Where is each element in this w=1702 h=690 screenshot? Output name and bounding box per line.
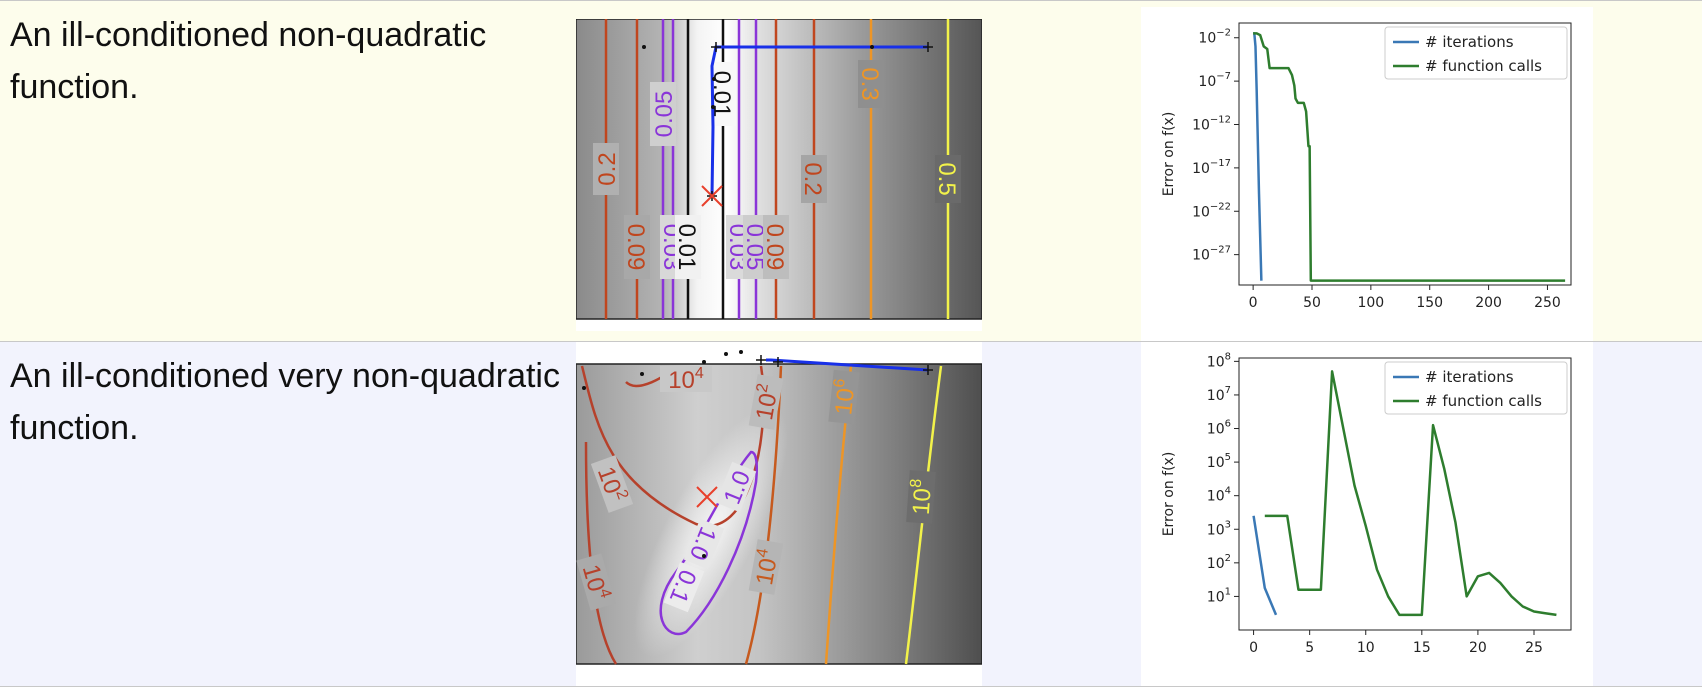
x-tick-label: 10: [1357, 640, 1375, 656]
error-plot: 0 50 100 150 200 250 10−2 10−7 10−12 10−17 10−22 10…: [1141, 7, 1593, 341]
contour-label: 108: [906, 478, 937, 516]
x-tick-label: 20: [1469, 640, 1487, 656]
x-tick-label: 200: [1475, 295, 1502, 311]
y-tick-label: 10−27: [1192, 245, 1231, 264]
contour-label: 0.01: [673, 224, 700, 271]
legend-label: # function calls: [1425, 57, 1542, 75]
y-tick-label: 10−7: [1198, 71, 1231, 90]
contour-line-10^8: [904, 365, 943, 665]
contour-label: 104: [749, 547, 784, 587]
minimum-marker: [696, 486, 718, 508]
x-tick-label: 50: [1303, 295, 1321, 311]
error-plot-svg: 0 50 100 150 200 250 10−2 10−7 10−12 10−17 10−22 10…: [1161, 22, 1572, 311]
contour-line-10^2: [580, 365, 765, 528]
y-tick-label: 101: [1207, 586, 1231, 605]
optimizer-path: [766, 358, 929, 372]
contour-line-10^4-right: [744, 365, 783, 665]
y-tick-label: 103: [1207, 519, 1231, 538]
y-tick-label: 104: [1207, 486, 1231, 505]
y-tick-label: 10−12: [1192, 115, 1231, 134]
y-tick-label: 105: [1207, 452, 1231, 471]
x-tick-label: 25: [1525, 640, 1543, 656]
contour-label: 0.3: [856, 67, 883, 100]
evaluation-points: [582, 350, 743, 558]
x-tick-label: 5: [1305, 640, 1314, 656]
y-tick-label: 106: [1207, 419, 1231, 438]
contour-plot: 0.2 0.05 0.01 0.3 0.2 0.5 0.09 0.03 0.01…: [576, 19, 982, 331]
contour-label: 102: [749, 382, 784, 422]
error-plot-svg: 0 5 10 15 20 25 108 107 106 105 104 103 102 101 Error …: [1161, 351, 1572, 656]
contour-label: 0.2: [594, 152, 621, 185]
row-caption: An ill-conditioned very non-quadratic fu…: [10, 357, 560, 447]
x-tick-label: 250: [1534, 295, 1561, 311]
x-tick-label: 100: [1357, 295, 1384, 311]
x-tick-label: 0: [1249, 640, 1258, 656]
contour-plot-svg: 104 102 106 102 1.0 1.0 108 0.1 104 104: [576, 350, 982, 665]
legend-label: # iterations: [1425, 368, 1514, 386]
y-tick-label: 102: [1207, 553, 1231, 572]
y-tick-label: 10−17: [1192, 158, 1231, 177]
error-plot: 0 5 10 15 20 25 108 107 106 105 104 103 102 101 Error …: [1141, 342, 1593, 686]
legend-box: [1384, 26, 1568, 80]
contour-plot: 104 102 106 102 1.0 1.0 108 0.1 104 104: [576, 342, 982, 686]
y-tick-label: 107: [1207, 385, 1231, 404]
y-axis-label: Error on f(x): [1161, 112, 1177, 197]
y-axis-label: Error on f(x): [1161, 452, 1177, 537]
minimum-marker: [701, 185, 723, 207]
contour-label: 0.2: [799, 162, 826, 195]
legend-label: # function calls: [1425, 392, 1542, 410]
row-caption: An ill-conditioned non-quadratic functio…: [10, 16, 487, 106]
contour-plot-svg: 0.2 0.05 0.01 0.3 0.2 0.5 0.09 0.03 0.01…: [576, 19, 982, 320]
series-line: [1264, 370, 1557, 617]
series-line: [1253, 32, 1566, 282]
series-line: [1253, 32, 1263, 281]
y-tick-label: 10−22: [1192, 201, 1231, 220]
y-tick-label: 10−2: [1198, 28, 1231, 47]
x-tick-label: 150: [1416, 295, 1443, 311]
example-row-2: An ill-conditioned very non-quadratic fu…: [0, 342, 1702, 687]
series-line: [1252, 515, 1278, 616]
contour-label: 106: [828, 378, 861, 417]
x-tick-label: 15: [1413, 640, 1431, 656]
contour-label: 104: [668, 365, 704, 394]
legend-label: # iterations: [1425, 33, 1514, 51]
contour-label: 0.05: [651, 91, 678, 138]
evaluation-points: [642, 45, 874, 109]
iterate-markers: [756, 355, 933, 375]
contour-label: 0.09: [622, 224, 649, 271]
y-tick-label: 108: [1207, 351, 1231, 370]
optimizer-path: [710, 45, 928, 197]
contour-label: 0.09: [761, 224, 788, 271]
legend-box: [1384, 361, 1568, 415]
contour-label: 0.5: [933, 162, 960, 195]
example-row-1: An ill-conditioned non-quadratic functio…: [0, 0, 1702, 342]
x-tick-label: 0: [1249, 295, 1258, 311]
